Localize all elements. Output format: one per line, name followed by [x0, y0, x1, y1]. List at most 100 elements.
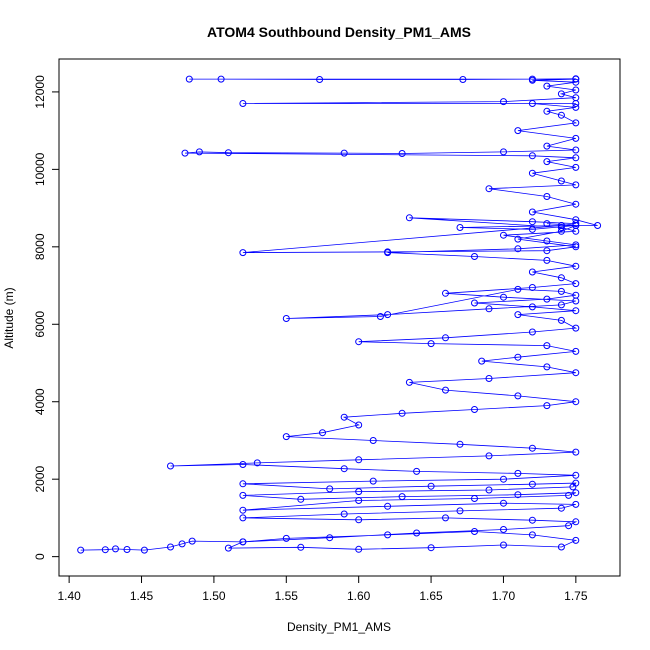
data-point [340, 413, 348, 421]
data-point [572, 216, 580, 224]
data-point [572, 94, 580, 102]
data-point [355, 545, 363, 553]
data-point [572, 307, 580, 315]
data-point [528, 152, 536, 160]
data-point [239, 538, 247, 546]
data-point [239, 461, 247, 468]
data-point [557, 224, 565, 231]
data-point [572, 220, 580, 228]
y-axis-label: Altitude (m) [2, 287, 16, 348]
x-axis-label: Density_PM1_AMS [287, 620, 391, 634]
data-point [167, 462, 174, 470]
data-point [572, 241, 580, 249]
data-point [543, 363, 551, 371]
data-point [316, 76, 324, 83]
data-point [528, 284, 536, 291]
data-point [355, 497, 363, 504]
data-point [195, 148, 203, 156]
data-point [528, 100, 536, 107]
data-point [572, 297, 580, 305]
data-point [500, 475, 507, 483]
data-point [471, 299, 478, 307]
y-tick-label: 8000 [33, 233, 47, 260]
data-point [239, 480, 247, 488]
data-point [543, 402, 551, 410]
data-point [572, 536, 580, 544]
data-point [297, 495, 305, 503]
data-point [427, 482, 435, 490]
data-series [77, 75, 602, 554]
data-point [572, 479, 580, 487]
data-point [543, 220, 551, 228]
data-point [140, 546, 148, 554]
data-point [528, 169, 536, 177]
data-point [442, 334, 449, 342]
chart-title: ATOM4 Southbound Density_PM1_AMS [207, 24, 471, 40]
data-point [427, 544, 435, 552]
data-point [77, 546, 85, 554]
y-tick-label: 2000 [33, 466, 47, 493]
data-point [557, 90, 565, 98]
data-point [442, 386, 449, 394]
data-point [572, 78, 580, 86]
data-point [528, 328, 536, 336]
data-point [572, 398, 580, 406]
data-point [376, 313, 384, 320]
data-point [456, 440, 464, 448]
data-point [355, 488, 363, 496]
data-point [500, 148, 507, 156]
data-point [500, 293, 507, 301]
data-point [543, 342, 551, 350]
data-point [282, 534, 290, 542]
data-point [557, 316, 565, 324]
data-point [572, 489, 580, 497]
data-point [471, 253, 478, 260]
data-point [572, 86, 580, 94]
data-point [340, 149, 348, 157]
data-point [181, 149, 189, 157]
data-point [572, 243, 580, 251]
data-point [557, 111, 565, 119]
data-point [572, 154, 580, 162]
data-point [543, 82, 551, 90]
data-point [471, 528, 478, 535]
data-point [398, 493, 406, 501]
x-tick-label: 1.65 [419, 589, 443, 603]
data-point [405, 214, 413, 222]
data-point [384, 531, 392, 539]
data-point [572, 119, 580, 127]
data-point [572, 134, 580, 142]
data-point [282, 315, 290, 322]
data-point [471, 406, 478, 413]
data-point [572, 262, 580, 270]
y-tick-label: 0 [33, 553, 47, 560]
data-point [500, 231, 507, 239]
data-point [543, 158, 551, 166]
data-point [485, 375, 493, 382]
data-point [514, 491, 522, 499]
data-point [500, 98, 507, 106]
data-point [543, 193, 551, 200]
data-point [543, 142, 551, 150]
data-point [500, 499, 507, 507]
data-point [326, 485, 334, 493]
data-point [572, 500, 580, 508]
data-point [528, 268, 536, 276]
data-point [340, 465, 348, 473]
data-point [178, 540, 186, 548]
data-point [565, 491, 573, 499]
data-point [485, 185, 493, 193]
data-point [369, 437, 377, 444]
data-point [319, 429, 326, 437]
data-point [557, 274, 565, 282]
data-point [543, 256, 551, 264]
data-point [326, 534, 334, 542]
data-point [355, 516, 363, 524]
data-point [528, 444, 536, 452]
y-tick-label: 4000 [33, 388, 47, 415]
data-point [167, 543, 174, 551]
data-point [557, 543, 565, 551]
data-point [543, 237, 551, 245]
data-point [565, 522, 573, 530]
